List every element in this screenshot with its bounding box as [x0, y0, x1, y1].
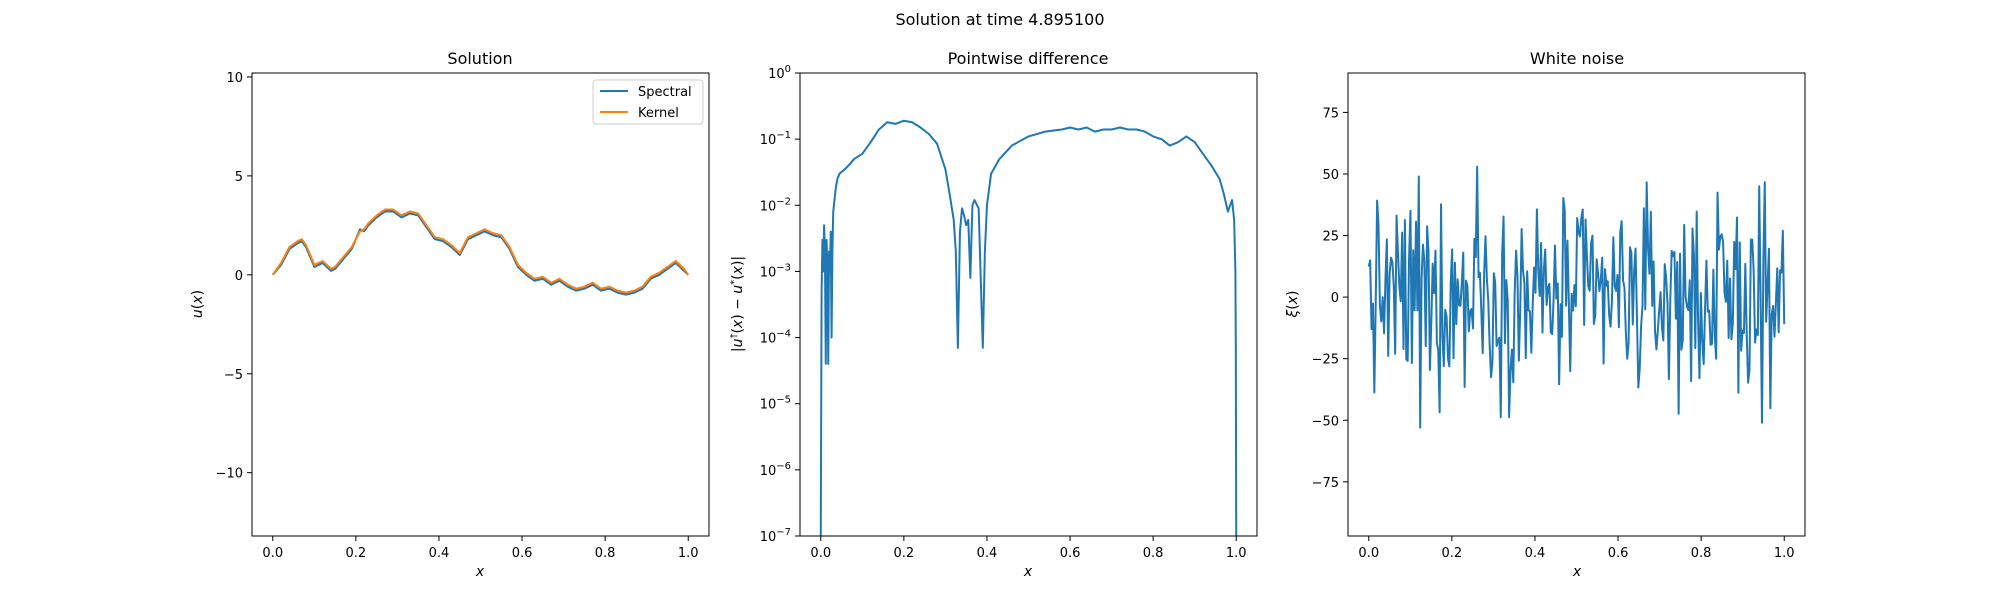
noise-title: White noise: [1530, 49, 1624, 68]
x-tick-label: 1.0: [1226, 546, 1247, 561]
solution-legend: Spectral Kernel: [592, 79, 704, 125]
y-tick-label: 50: [1322, 168, 1339, 183]
x-tick-label: 0.0: [1358, 546, 1379, 561]
solution-xlabel: x: [475, 564, 485, 580]
y-tick-label: 10−3: [760, 262, 791, 280]
difference-ticks: 0.0 0.2 0.4 0.6 0.8 1.0 10−7 10−6 10−5 10−4 10−3 10…: [760, 64, 1247, 561]
solution-lines: [271, 208, 690, 296]
y-tick-label: 10: [226, 71, 243, 86]
y-tick-label: 10−6: [760, 461, 791, 479]
y-tick-label: 10−1: [760, 130, 791, 148]
difference-title: Pointwise difference: [948, 49, 1109, 68]
y-tick-label: 0: [235, 269, 243, 284]
y-tick-label: −5: [224, 368, 243, 383]
white-noise-series-line: [1367, 165, 1786, 429]
y-tick-label: 10−2: [760, 196, 791, 214]
x-tick-label: 0.8: [1691, 546, 1712, 561]
x-tick-label: 1.0: [678, 546, 699, 561]
y-tick-label: 100: [768, 64, 791, 82]
y-tick-label: −75: [1312, 476, 1339, 491]
y-tick-label: 10−5: [760, 395, 791, 413]
figure-suptitle: Solution at time 4.895100: [895, 10, 1104, 29]
x-tick-label: 0.2: [894, 546, 915, 561]
noise-ticks: 0.0 0.2 0.4 0.6 0.8 1.0 −75 −50 −25 0 25 50 75: [1312, 106, 1795, 561]
x-tick-label: 0.4: [429, 546, 450, 561]
legend-spectral-label: Spectral: [638, 85, 692, 100]
x-tick-label: 0.6: [1060, 546, 1081, 561]
difference-lines: [819, 119, 1238, 536]
y-tick-label: 25: [1322, 230, 1339, 245]
y-tick-label: 75: [1322, 106, 1339, 121]
y-tick-label: 0: [1331, 291, 1339, 306]
solution-ylabel: u(x): [190, 290, 206, 318]
x-tick-label: 0.4: [1525, 546, 1546, 561]
difference-panel: Pointwise difference 0.0 0.2 0.4 0.6 0.8 1.0 1…: [729, 49, 1258, 580]
solution-axes-frame: [251, 72, 710, 537]
x-tick-label: 1.0: [1774, 546, 1795, 561]
noise-ylabel: ξ(x): [1285, 290, 1301, 318]
x-tick-label: 0.8: [1143, 546, 1164, 561]
difference-clip-group: [819, 119, 1238, 536]
legend-kernel-label: Kernel: [638, 106, 679, 121]
noise-lines: [1367, 165, 1786, 429]
noise-axes-frame: [1347, 72, 1806, 537]
y-tick-label: −25: [1312, 353, 1339, 368]
difference-xlabel: x: [1023, 564, 1033, 580]
x-tick-label: 0.6: [1608, 546, 1629, 561]
difference-axes-frame: [799, 72, 1258, 537]
kernel-series-line: [271, 208, 690, 294]
solution-title: Solution: [447, 49, 512, 68]
x-tick-label: 0.0: [810, 546, 831, 561]
difference-series-line: [819, 119, 1238, 536]
y-tick-label: 5: [235, 170, 243, 185]
x-tick-label: 0.2: [346, 546, 367, 561]
x-tick-label: 0.0: [262, 546, 283, 561]
x-tick-label: 0.6: [512, 546, 533, 561]
noise-panel: White noise 0.0 0.2 0.4 0.6 0.8 1.0−75−50−250…: [1285, 49, 1806, 580]
y-tick-label: −50: [1312, 414, 1339, 429]
x-tick-label: 0.4: [977, 546, 998, 561]
y-tick-label: 10−4: [760, 329, 791, 347]
noise-xlabel: x: [1572, 564, 1582, 580]
y-tick-label: −10: [216, 467, 243, 482]
solution-ticks: 0.0 0.2 0.4 0.6 0.8 1.0 −10 −5 0 5 10: [216, 71, 699, 561]
x-tick-label: 0.8: [595, 546, 616, 561]
difference-ylabel: |u†(x) − u*(x)|: [729, 256, 746, 352]
x-tick-label: 0.2: [1442, 546, 1463, 561]
y-tick-label: 10−7: [760, 527, 791, 545]
spectral-series-line: [272, 210, 689, 296]
solution-panel: Solution 0.0 0.2 0.4 0.6 0.8 1.0 −10 −5 0 5 10 x u…: [190, 49, 710, 580]
